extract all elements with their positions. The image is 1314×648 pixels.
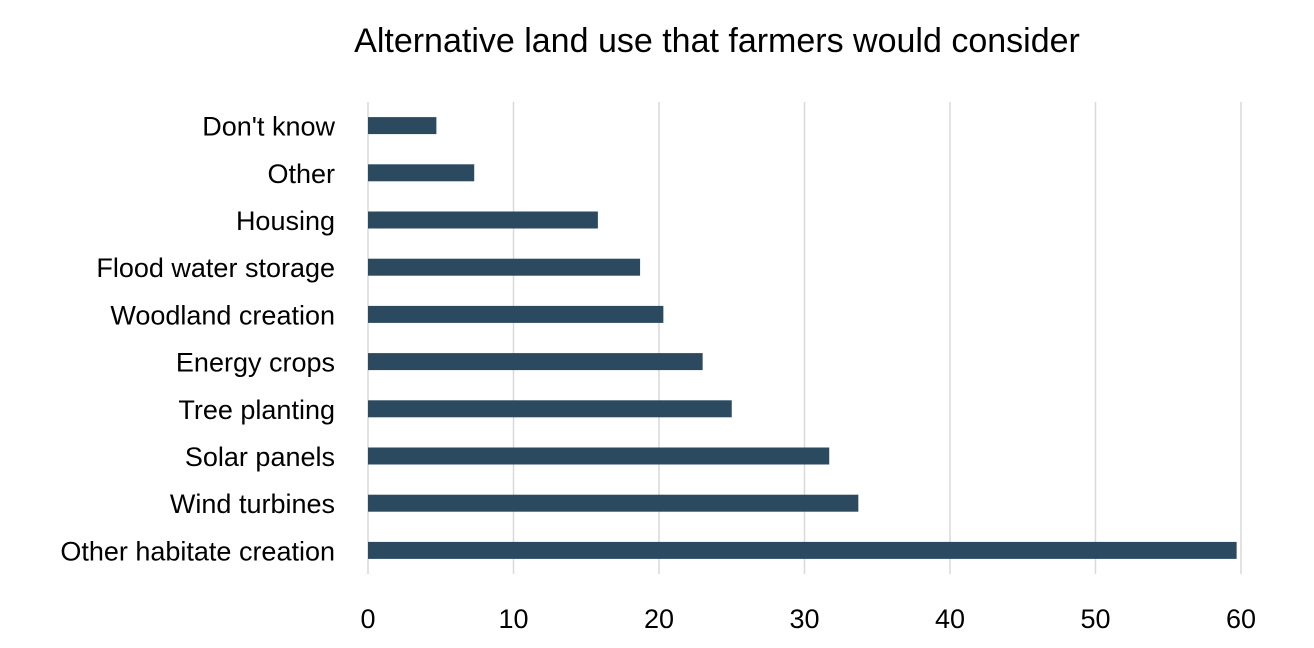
category-label: Wind turbines <box>170 489 335 519</box>
x-tick-label: 40 <box>935 604 965 634</box>
bar <box>368 353 703 371</box>
bar <box>368 305 664 323</box>
x-tick-label: 10 <box>498 604 528 634</box>
bar <box>368 447 830 465</box>
bar <box>368 400 732 418</box>
gridlines <box>367 102 1242 574</box>
bar <box>368 258 641 276</box>
category-label: Flood water storage <box>96 253 335 283</box>
category-label: Solar panels <box>185 442 335 472</box>
x-axis-tick-labels: 0 10 20 30 40 50 60 <box>360 604 1256 634</box>
chart-title: Alternative land use that farmers would … <box>354 22 1080 60</box>
bars <box>368 117 1237 559</box>
category-label: Housing <box>236 206 335 236</box>
bar <box>368 541 1237 559</box>
x-tick-label: 30 <box>789 604 819 634</box>
x-tick-label: 20 <box>644 604 674 634</box>
bar <box>368 211 598 229</box>
x-tick-label: 50 <box>1080 604 1110 634</box>
bar <box>368 494 859 512</box>
category-label: Don't know <box>202 112 335 142</box>
category-label: Other habitate creation <box>60 536 335 566</box>
x-tick-label: 60 <box>1226 604 1256 634</box>
category-label: Woodland creation <box>110 300 335 330</box>
category-label: Energy crops <box>176 348 335 378</box>
x-tick-label: 0 <box>360 604 375 634</box>
bar <box>368 117 437 135</box>
category-label: Tree planting <box>178 395 335 425</box>
bar <box>368 164 475 182</box>
category-label: Other <box>267 159 335 189</box>
category-labels: Don't know Other Housing Flood water storag… <box>60 112 335 567</box>
